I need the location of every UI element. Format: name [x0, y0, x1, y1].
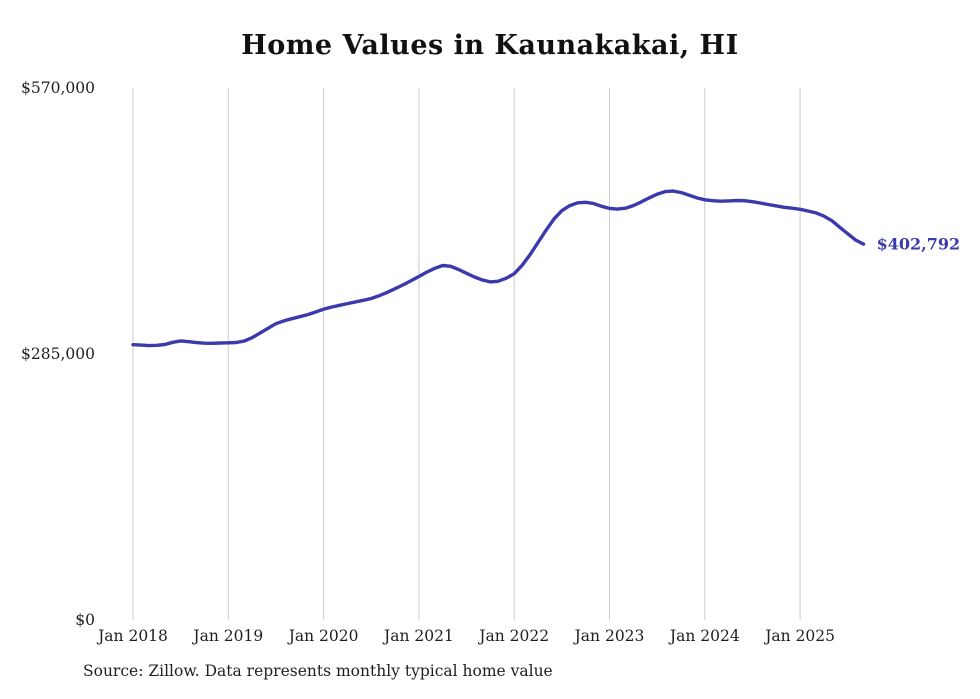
- source-note: Source: Zillow. Data represents monthly …: [83, 662, 553, 680]
- chart-title: Home Values in Kaunakakai, HI: [241, 30, 739, 61]
- latest-value-annotation: $402,792: [877, 235, 961, 254]
- home-value-line: [131, 189, 866, 348]
- y-tick-label: $570,000: [21, 79, 95, 97]
- x-tick-label: Jan 2019: [191, 627, 263, 645]
- x-tick-label: Jan 2023: [573, 627, 645, 645]
- x-tick-label: Jan 2024: [668, 627, 740, 645]
- x-tick-label: Jan 2020: [287, 627, 359, 645]
- x-tick-label: Jan 2022: [477, 627, 549, 645]
- x-tick-label: Jan 2018: [96, 627, 168, 645]
- y-tick-label: $0: [75, 611, 95, 629]
- y-tick-label: $285,000: [21, 345, 95, 363]
- x-tick-label: Jan 2025: [763, 627, 835, 645]
- x-tick-label: Jan 2021: [382, 627, 454, 645]
